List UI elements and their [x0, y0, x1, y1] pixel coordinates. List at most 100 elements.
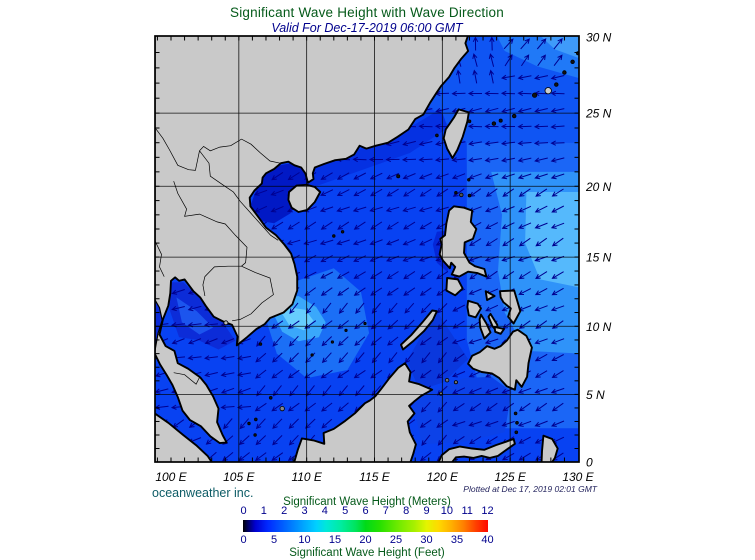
landmass-luzon	[438, 205, 488, 278]
landmass-palawan	[400, 309, 438, 351]
meters-tick-label: 2	[281, 505, 288, 517]
wave-height-patch-gulf-of-thailand-light	[176, 297, 214, 335]
small-islands	[223, 51, 579, 437]
lat-label: 10 N	[586, 320, 612, 334]
plotted-timestamp: Plotted at Dec 17, 2019 02:01 GMT	[463, 484, 597, 494]
islet	[544, 87, 552, 95]
islet	[268, 395, 273, 400]
valid-time-subtitle: Valid For Dec-17-2019 06:00 GMT	[271, 21, 463, 35]
feet-tick-label: 25	[389, 534, 403, 546]
country-border	[199, 138, 281, 164]
map-frame	[154, 35, 580, 463]
islet	[453, 380, 458, 385]
country-borders	[155, 127, 281, 385]
islet	[223, 320, 229, 326]
map-layers	[155, 36, 579, 462]
colorbar-title-meters: Significant Wave Height (Meters)	[283, 496, 451, 508]
islet	[435, 133, 439, 138]
wave-height-patch-gulf-of-tonkin	[249, 163, 310, 224]
meters-tick-label: 11	[461, 505, 473, 517]
islet	[332, 234, 336, 238]
islet	[454, 190, 458, 195]
islet	[363, 321, 367, 326]
wave-height-patch-philippine-sea-cyan	[525, 192, 579, 288]
feet-tick-label: 10	[298, 534, 311, 546]
lon-axis-labels: 100 E 105 E 110 E 115 E 120 E 125 E 130 E	[155, 470, 594, 484]
islet	[554, 82, 559, 87]
feet-tick-label: 0	[240, 534, 247, 546]
lon-label: 115 E	[359, 470, 390, 484]
meters-tick-label: 4	[321, 505, 328, 517]
meters-tick-label: 6	[362, 505, 369, 517]
islet	[459, 192, 464, 198]
page-title: Significant Wave Height with Wave Direct…	[230, 5, 504, 20]
islet	[258, 342, 263, 346]
country-border	[202, 265, 242, 297]
landmass-asia-mainland	[155, 36, 470, 445]
wave-height-patch-ne-corner-lighter	[540, 36, 579, 59]
islet	[515, 420, 519, 425]
country-border	[155, 240, 165, 277]
landmass-borneo	[293, 362, 434, 462]
islet	[514, 430, 519, 435]
lat-label: 20 N	[585, 180, 612, 194]
country-border	[173, 181, 248, 267]
islet	[396, 174, 401, 179]
wave-height-patch-sulu-sea	[407, 311, 469, 391]
lat-axis-labels: 0 5 N 10 N 15 N 20 N 25 N 30 N	[585, 31, 612, 470]
feet-tick-label: 35	[450, 534, 464, 546]
landmass-halmahera	[540, 434, 559, 462]
landmass-mindoro	[445, 277, 464, 297]
lat-label: 5 N	[586, 388, 605, 402]
wave-height-patch-gulf-of-thailand	[169, 282, 236, 350]
islet	[513, 411, 518, 416]
islet	[310, 353, 314, 357]
meters-tick-label: 10	[440, 505, 453, 517]
country-border	[173, 372, 200, 385]
graticule	[155, 36, 579, 462]
islet	[531, 92, 538, 98]
islet	[279, 405, 285, 412]
feet-tick-label: 20	[359, 534, 372, 546]
feet-tick-label: 40	[481, 534, 494, 546]
landmass-mindanao	[467, 328, 533, 391]
landmass-sulawesi	[437, 438, 516, 462]
landmass-sumatra	[155, 412, 213, 462]
islet	[467, 119, 472, 124]
lat-label: 0	[586, 456, 593, 470]
lon-label: 110 E	[291, 470, 322, 484]
lat-label: 15 N	[586, 251, 612, 265]
islet	[253, 433, 257, 437]
islet	[444, 378, 450, 383]
landmass-masbate	[484, 290, 496, 302]
islet	[570, 59, 575, 64]
country-border	[155, 127, 200, 171]
lon-label: 100 E	[155, 470, 187, 484]
meters-tick-label: 12	[481, 505, 494, 517]
meters-tick-label: 8	[403, 505, 410, 517]
credit-text: oceanweather inc.	[152, 486, 254, 500]
lat-label: 25 N	[585, 107, 612, 121]
islet	[340, 230, 345, 234]
islet	[562, 70, 567, 75]
lon-label: 130 E	[562, 470, 594, 484]
meters-tick-label: 1	[260, 505, 267, 517]
country-border	[199, 150, 279, 241]
islet	[254, 417, 258, 422]
country-border	[232, 265, 274, 322]
feet-tick-label: 5	[270, 534, 278, 546]
landmass-bohol	[493, 326, 506, 335]
islet	[498, 118, 503, 123]
meters-tick-label: 0	[240, 505, 247, 517]
landmasses	[155, 36, 559, 462]
landmass-hainan	[287, 183, 322, 213]
colorbar-title-feet: Significant Wave Height (Feet)	[289, 547, 445, 559]
meters-tick-label: 3	[301, 505, 308, 517]
landmass-panay	[466, 299, 482, 319]
lon-label: 120 E	[427, 470, 459, 484]
islet	[247, 421, 251, 426]
meters-tick-label: 7	[382, 505, 389, 517]
lon-label: 125 E	[495, 470, 527, 484]
